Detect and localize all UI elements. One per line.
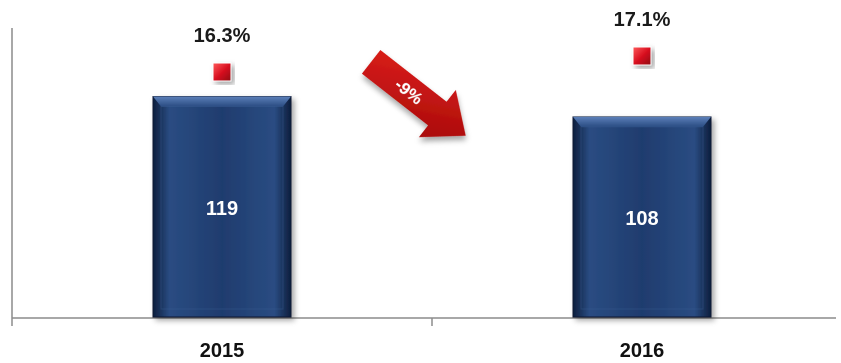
x-tick-label: 2015 [200, 340, 245, 362]
bar-group [152, 96, 292, 318]
bar-top-bevel [573, 116, 711, 127]
bar-inner-edge [580, 126, 704, 310]
percent-marker [212, 62, 232, 82]
percent-label: 16.3% [194, 25, 251, 47]
bar [572, 116, 712, 318]
bar [152, 96, 292, 318]
x-tick-label: 2016 [620, 340, 665, 362]
percent-label: 17.1% [614, 9, 671, 31]
bar-value-label: 108 [625, 208, 658, 230]
bar-top-bevel [153, 96, 291, 107]
bar-value-label: 119 [206, 198, 238, 220]
arrow-shape [361, 50, 466, 138]
bar-group [572, 116, 712, 318]
change-arrow: -9% [361, 50, 466, 138]
bar-inner-edge [160, 106, 284, 310]
percent-marker [632, 46, 652, 66]
